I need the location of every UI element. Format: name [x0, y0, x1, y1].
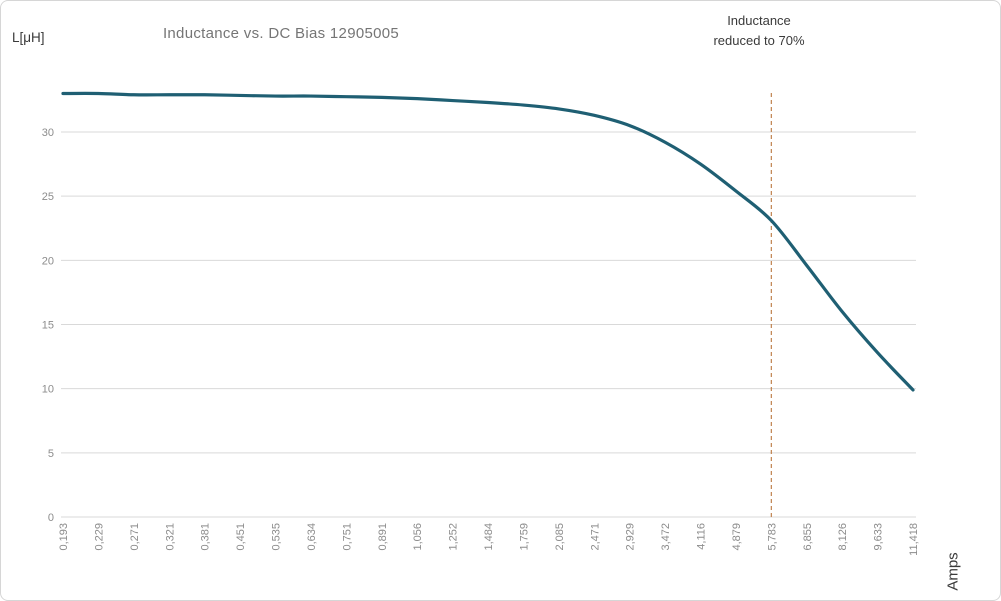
x-tick-label: 0,535 — [271, 523, 283, 551]
x-tick-label: 1,056 — [412, 523, 424, 551]
x-tick-label: 9,633 — [873, 523, 885, 551]
x-tick-label: 0,381 — [200, 523, 212, 551]
x-tick-label: 2,929 — [625, 523, 637, 551]
y-tick-label: 15 — [42, 320, 54, 332]
x-tick-label: 0,229 — [93, 523, 105, 551]
x-tick-label: 1,484 — [483, 523, 495, 551]
x-tick-label: 5,783 — [766, 523, 778, 551]
y-tick-label: 0 — [48, 512, 54, 524]
marker-annotation: Inductance reduced to 70% — [659, 11, 859, 51]
marker-annotation-line2: reduced to 70% — [713, 33, 805, 48]
x-tick-label: 0,271 — [129, 523, 141, 551]
x-tick-label: 1,759 — [518, 523, 530, 551]
x-tick-label: 8,126 — [837, 523, 849, 551]
y-tick-label: 10 — [42, 384, 54, 396]
x-tick-label: 11,418 — [908, 523, 920, 556]
x-tick-label: 1,252 — [448, 523, 460, 551]
y-tick-label: 30 — [42, 127, 54, 139]
y-tick-label: 5 — [48, 448, 54, 460]
x-tick-label: 2,471 — [589, 523, 601, 551]
x-tick-label: 0,451 — [235, 523, 247, 551]
x-tick-label: 2,085 — [554, 523, 566, 551]
x-axis-title: Amps — [944, 552, 962, 591]
marker-annotation-line1: Inductance — [727, 13, 791, 28]
x-tick-label: 6,855 — [802, 523, 814, 551]
y-axis-title: L[μH] — [12, 30, 45, 45]
x-tick-label: 0,891 — [377, 523, 389, 551]
x-tick-label: 0,193 — [58, 523, 70, 551]
x-tick-label: 0,634 — [306, 523, 318, 551]
x-tick-label: 3,472 — [660, 523, 672, 551]
inductance-curve — [61, 91, 915, 392]
x-tick-label: 4,116 — [696, 523, 708, 550]
x-tick-label: 4,879 — [731, 523, 743, 551]
x-tick-label: 0,321 — [164, 523, 176, 551]
y-tick-label: 20 — [42, 255, 54, 267]
x-tick-label: 0,751 — [341, 523, 353, 551]
y-tick-label: 25 — [42, 191, 54, 203]
chart-title: Inductance vs. DC Bias 12905005 — [162, 25, 400, 42]
